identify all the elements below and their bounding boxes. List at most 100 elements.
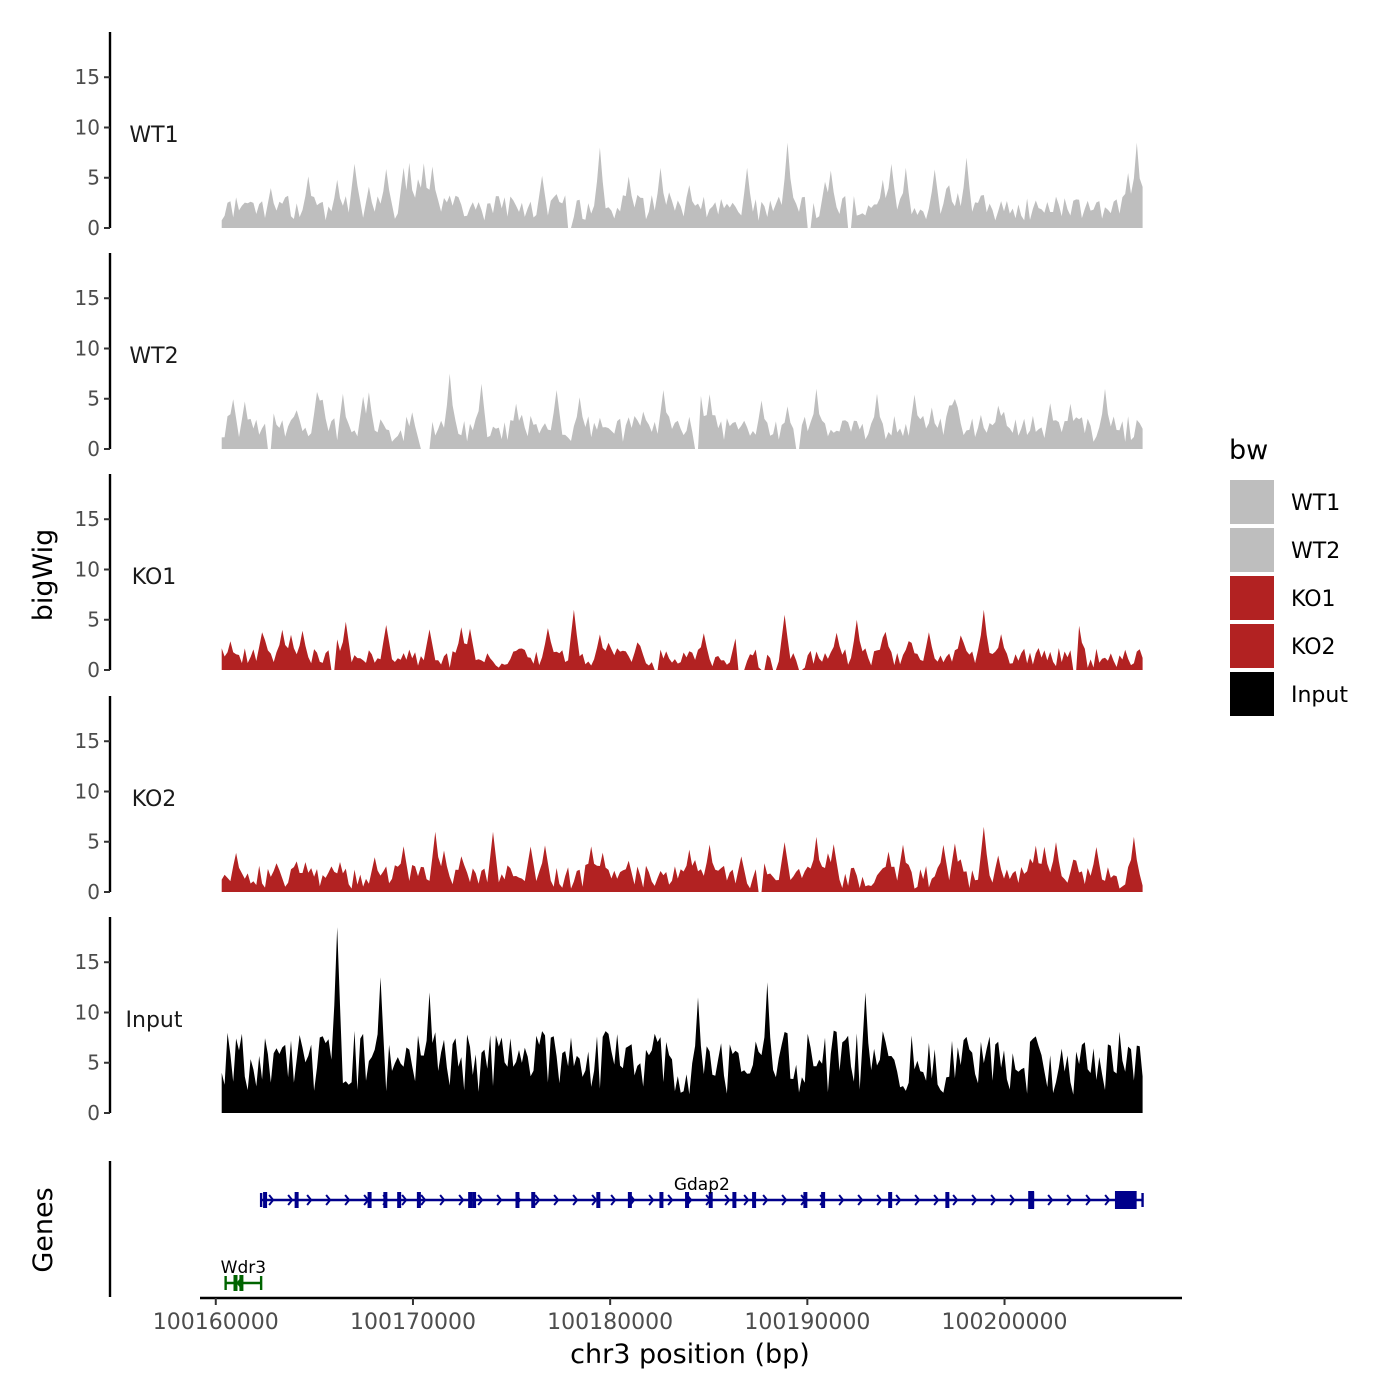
legend-item-input: Input xyxy=(1230,672,1348,716)
exon xyxy=(263,1192,268,1208)
strand-arrow xyxy=(477,1194,484,1206)
legend: bw WT1 WT2 KO1 KO2 Input xyxy=(1229,435,1348,716)
gene-wdr3: Wdr3 xyxy=(221,1258,266,1291)
y-tick-label: 0 xyxy=(87,658,100,682)
y-tick-label: 5 xyxy=(87,387,100,411)
y-tick-label: 10 xyxy=(75,336,100,360)
y-tick-label: 5 xyxy=(87,608,100,632)
strand-arrow xyxy=(762,1194,769,1206)
exon xyxy=(531,1192,536,1208)
exon xyxy=(515,1192,520,1208)
exon xyxy=(472,1192,477,1208)
strand-arrow xyxy=(268,1194,275,1206)
x-tick-label: 100170000 xyxy=(350,1310,476,1335)
x-tick-label: 100180000 xyxy=(547,1310,673,1335)
strand-arrow xyxy=(534,1194,541,1206)
x-tick-label: 100200000 xyxy=(942,1310,1068,1335)
y-tick-label: 10 xyxy=(75,1000,100,1024)
strand-arrow xyxy=(1104,1194,1111,1206)
exon xyxy=(383,1192,388,1208)
legend-label: WT2 xyxy=(1291,539,1340,564)
exon xyxy=(367,1192,372,1208)
y-tick-label: 0 xyxy=(87,216,100,240)
coverage-area-ko2 xyxy=(221,826,1143,892)
gene-label: Gdap2 xyxy=(674,1175,730,1195)
gene-label: Wdr3 xyxy=(221,1258,266,1278)
legend-label: Input xyxy=(1291,683,1348,708)
y-axis-title: bigWig xyxy=(28,529,59,622)
legend-swatch xyxy=(1230,624,1274,668)
track-label: Input xyxy=(126,1008,183,1033)
y-tick-label: 10 xyxy=(75,557,100,581)
exon xyxy=(732,1192,737,1208)
exon xyxy=(627,1192,632,1208)
track-ko2: 0 5 10 15 KO2 xyxy=(75,696,1143,904)
exon xyxy=(596,1192,601,1208)
genes-panel-title: Genes xyxy=(28,1187,59,1272)
strand-arrow xyxy=(496,1194,503,1206)
strand-arrow xyxy=(1047,1194,1054,1206)
strand-arrow xyxy=(420,1194,427,1206)
track-label: KO2 xyxy=(132,787,177,812)
exon xyxy=(233,1275,238,1291)
legend-swatch xyxy=(1230,672,1274,716)
strand-arrow xyxy=(287,1194,294,1206)
coverage-area-wt1 xyxy=(221,142,1143,228)
legend-item-ko2: KO2 xyxy=(1230,624,1336,668)
strand-arrow xyxy=(933,1194,940,1206)
strand-arrow xyxy=(990,1194,997,1206)
strand-arrow xyxy=(971,1194,978,1206)
strand-arrow xyxy=(439,1194,446,1206)
legend-label: WT1 xyxy=(1291,491,1340,516)
strand-arrow xyxy=(724,1194,731,1206)
legend-swatch xyxy=(1230,480,1274,524)
strand-arrow xyxy=(1009,1194,1016,1206)
legend-item-ko1: KO1 xyxy=(1230,576,1336,620)
y-tick-label: 10 xyxy=(75,779,100,803)
strand-arrow xyxy=(914,1194,921,1206)
exon xyxy=(294,1192,299,1208)
exon xyxy=(416,1192,421,1208)
legend-swatch xyxy=(1230,528,1274,572)
track-label: WT2 xyxy=(129,344,178,369)
exon xyxy=(945,1192,950,1208)
y-tick-label: 10 xyxy=(75,115,100,139)
strand-arrow xyxy=(306,1194,313,1206)
y-tick-label: 15 xyxy=(75,507,100,531)
strand-arrow xyxy=(401,1194,408,1206)
strand-arrow xyxy=(952,1194,959,1206)
legend-label: KO1 xyxy=(1291,587,1336,612)
exon xyxy=(1114,1191,1137,1209)
strand-arrow xyxy=(610,1194,617,1206)
legend-swatch xyxy=(1230,576,1274,620)
exon xyxy=(468,1192,473,1208)
y-tick-label: 15 xyxy=(75,950,100,974)
genes-layer: Gdap2 Wdr3 xyxy=(108,1161,1144,1297)
exon xyxy=(803,1192,808,1208)
strand-arrow xyxy=(1085,1194,1092,1206)
y-tick-label: 15 xyxy=(75,729,100,753)
x-axis: 100160000 100170000 100180000 100190000 1002… xyxy=(153,1296,1182,1335)
exon xyxy=(397,1192,402,1208)
exon xyxy=(708,1192,713,1208)
strand-arrow xyxy=(344,1194,351,1206)
exon xyxy=(239,1275,244,1291)
track-wt1: 0 5 10 15 WT1 xyxy=(75,32,1143,240)
track-label: WT1 xyxy=(129,123,178,148)
strand-arrow xyxy=(857,1194,864,1206)
x-tick-label: 100160000 xyxy=(153,1310,279,1335)
y-tick-label: 0 xyxy=(87,880,100,904)
legend-item-wt2: WT2 xyxy=(1230,528,1340,572)
track-input: 0 5 10 15 Input xyxy=(75,917,1143,1125)
exon xyxy=(752,1192,757,1208)
y-tick-label: 15 xyxy=(75,65,100,89)
exon xyxy=(888,1192,893,1208)
x-tick-label: 100190000 xyxy=(744,1310,870,1335)
strand-arrow xyxy=(895,1194,902,1206)
x-axis-title: chr3 position (bp) xyxy=(570,1339,810,1370)
exon xyxy=(1028,1191,1035,1209)
coverage-area-wt2 xyxy=(221,373,1143,449)
tracks-layer: 0 5 10 15 WT1 0 5 10 15 WT2 0 5 10 15 KO1 0 5 10 15 KO2 0 5 10… xyxy=(75,32,1143,1125)
y-tick-label: 5 xyxy=(87,1051,100,1075)
